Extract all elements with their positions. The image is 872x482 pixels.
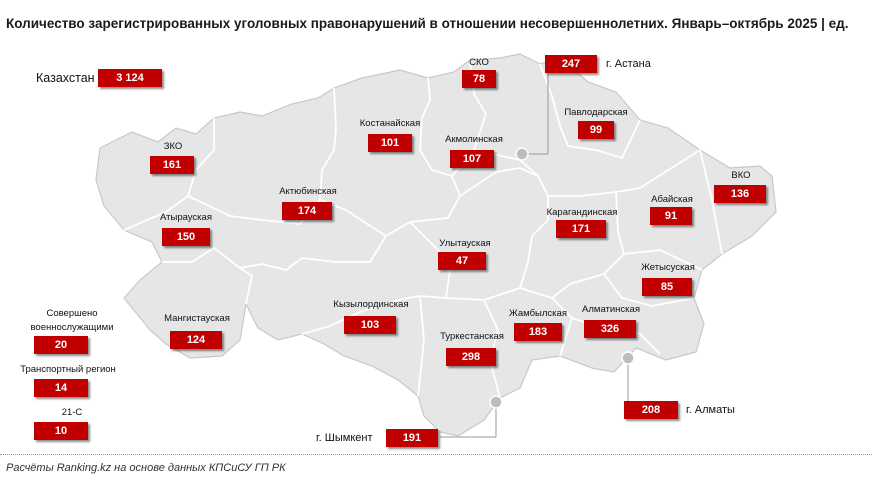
region-value-mangystau: 124 bbox=[170, 331, 222, 349]
country-shape bbox=[95, 53, 777, 437]
region-label-aktobe: Актюбинская bbox=[279, 186, 337, 197]
region-label-karaganda: Карагандинская bbox=[546, 207, 618, 218]
c21-label: 21-С bbox=[61, 407, 83, 418]
region-label-sko: СКО bbox=[469, 57, 489, 68]
region-value-kyzylorda: 103 bbox=[344, 316, 396, 334]
military-label-line2: военнослужащими bbox=[30, 322, 114, 333]
region-label-zko: ЗКО bbox=[163, 141, 183, 152]
total-label: Казахстан bbox=[36, 71, 95, 85]
region-borders bbox=[123, 59, 723, 399]
military-label-line1: Совершено bbox=[46, 308, 98, 319]
region-label-almaty-region: Алматинская bbox=[582, 304, 640, 315]
city-value-shymkent: 191 bbox=[386, 429, 438, 447]
military-label: Совершено военнослужащими bbox=[22, 308, 122, 333]
region-value-aktobe: 174 bbox=[282, 202, 332, 220]
region-value-vko: 136 bbox=[714, 185, 766, 203]
region-label-vko: ВКО bbox=[731, 170, 751, 181]
region-label-mangystau: Мангистауская bbox=[164, 313, 230, 324]
region-label-abay: Абайская bbox=[651, 194, 693, 205]
region-value-ulytau: 47 bbox=[438, 252, 486, 270]
region-value-abay: 91 bbox=[650, 207, 692, 225]
almaty-marker bbox=[621, 351, 635, 365]
region-value-kostanay: 101 bbox=[368, 134, 412, 152]
transport-value-badge: 14 bbox=[34, 379, 88, 397]
city-label-astana: г. Астана bbox=[606, 58, 651, 70]
source-note: Расчёты Ranking.kz на основе данных КПСи… bbox=[6, 462, 286, 474]
total-value-badge: 3 124 bbox=[98, 69, 162, 87]
region-label-pavlodar: Павлодарская bbox=[564, 107, 628, 118]
astana-marker bbox=[515, 147, 529, 161]
region-value-sko: 78 bbox=[462, 70, 496, 88]
region-label-akmola: Акмолинская bbox=[445, 134, 503, 145]
city-label-almaty: г. Алматы bbox=[686, 404, 735, 416]
region-value-karaganda: 171 bbox=[556, 220, 606, 238]
region-value-zhambyl: 183 bbox=[514, 323, 562, 341]
city-value-almaty: 208 bbox=[624, 401, 678, 419]
region-value-zko: 161 bbox=[150, 156, 194, 174]
region-value-zhetysu: 85 bbox=[642, 278, 692, 296]
region-label-turkestan: Туркестанская bbox=[440, 331, 504, 342]
region-value-akmola: 107 bbox=[450, 150, 494, 168]
region-label-ulytau: Улытауская bbox=[439, 238, 491, 249]
region-label-atyrau: Атырауская bbox=[160, 212, 212, 223]
city-value-astana: 247 bbox=[545, 55, 597, 73]
region-value-almaty-region: 326 bbox=[584, 320, 636, 338]
c21-value-badge: 10 bbox=[34, 422, 88, 440]
military-value-badge: 20 bbox=[34, 336, 88, 354]
region-label-kostanay: Костанайская bbox=[359, 118, 421, 129]
shymkent-marker bbox=[489, 395, 503, 409]
region-value-atyrau: 150 bbox=[162, 228, 210, 246]
region-label-zhambyl: Жамбылская bbox=[509, 308, 567, 319]
city-label-shymkent: г. Шымкент bbox=[316, 432, 373, 444]
city-markers bbox=[440, 70, 635, 438]
transport-label: Транспортный регион bbox=[20, 364, 116, 375]
region-value-turkestan: 298 bbox=[446, 348, 496, 366]
region-label-kyzylorda: Кызылординская bbox=[333, 299, 409, 310]
region-value-pavlodar: 99 bbox=[578, 121, 614, 139]
chart-title: Количество зарегистрированных уголовных … bbox=[6, 16, 849, 31]
footer-divider bbox=[0, 454, 872, 455]
region-label-zhetysu: Жетысуская bbox=[641, 262, 695, 273]
